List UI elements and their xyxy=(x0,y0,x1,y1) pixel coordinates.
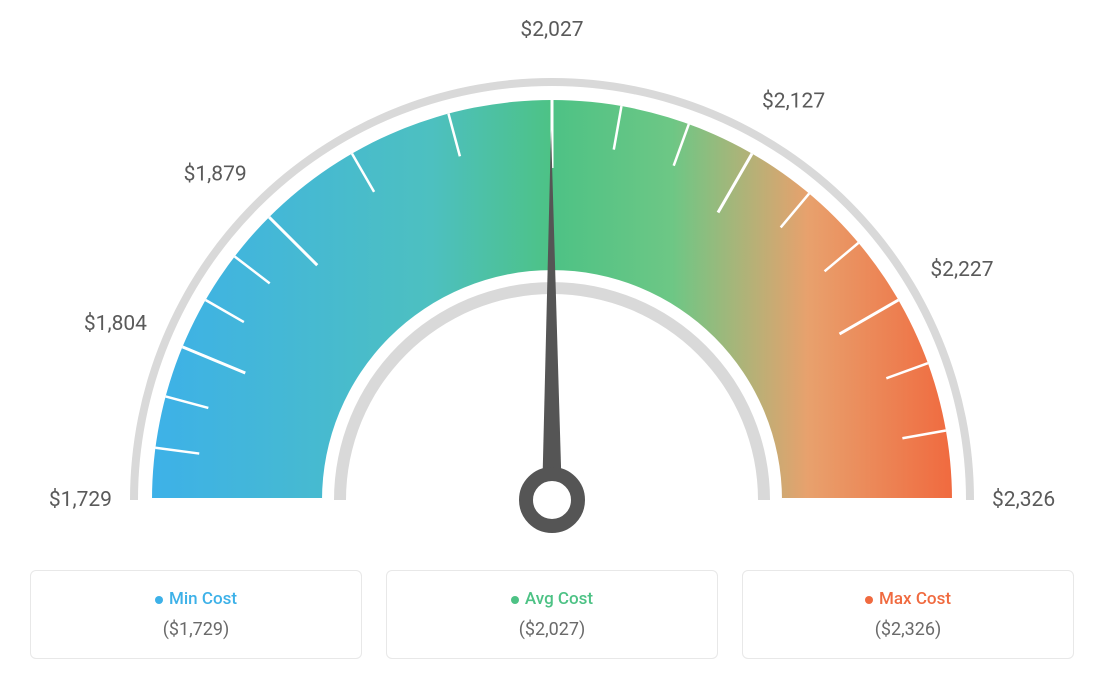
gauge-tick-label: $2,027 xyxy=(520,20,583,42)
legend-label-min: Min Cost xyxy=(169,589,237,609)
gauge-hub xyxy=(526,474,578,526)
gauge-tick-label: $2,127 xyxy=(762,90,825,114)
legend-row: Min Cost ($1,729) Avg Cost ($2,027) Max … xyxy=(20,570,1084,659)
gauge-chart: $1,729 $1,804 $1,879 $2,027 $2,127 $2,227 $2,3… xyxy=(20,20,1084,540)
legend-dot-max xyxy=(865,596,873,604)
gauge-tick-label: $1,879 xyxy=(184,163,247,187)
legend-card-max: Max Cost ($2,326) xyxy=(742,570,1074,659)
gauge-tick-label: $1,804 xyxy=(84,312,147,336)
gauge-tick-label: $1,729 xyxy=(49,488,112,512)
legend-label-avg: Avg Cost xyxy=(525,589,593,609)
legend-value-max: ($2,326) xyxy=(755,619,1061,640)
legend-title-min: Min Cost xyxy=(43,589,349,609)
legend-title-avg: Avg Cost xyxy=(399,589,705,609)
legend-title-max: Max Cost xyxy=(755,589,1061,609)
legend-value-avg: ($2,027) xyxy=(399,619,705,640)
legend-card-min: Min Cost ($1,729) xyxy=(30,570,362,659)
legend-dot-min xyxy=(155,596,163,604)
legend-card-avg: Avg Cost ($2,027) xyxy=(386,570,718,659)
legend-value-min: ($1,729) xyxy=(43,619,349,640)
legend-dot-avg xyxy=(511,596,519,604)
gauge-tick-label: $2,227 xyxy=(930,258,993,282)
gauge-svg: $1,729 $1,804 $1,879 $2,027 $2,127 $2,227 $2,3… xyxy=(20,20,1084,540)
gauge-tick-label: $2,326 xyxy=(992,488,1055,512)
legend-label-max: Max Cost xyxy=(879,589,951,609)
